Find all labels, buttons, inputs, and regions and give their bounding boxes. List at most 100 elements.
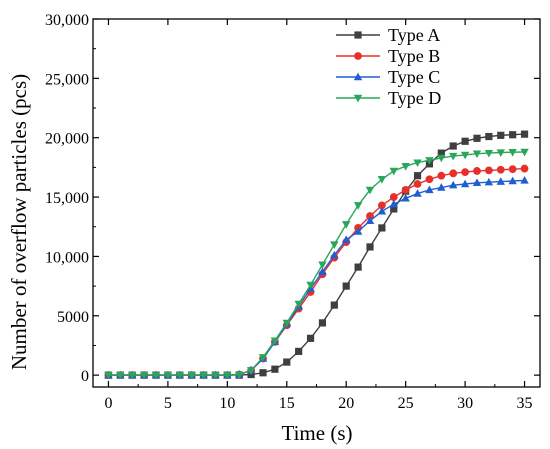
data-point [496, 177, 505, 185]
data-point [449, 152, 458, 161]
data-point [354, 263, 362, 271]
data-point [295, 347, 303, 355]
data-point [389, 199, 398, 208]
data-point [330, 241, 339, 249]
data-point [342, 221, 351, 229]
data-point [377, 206, 387, 215]
series-layer [104, 130, 529, 380]
data-point [270, 337, 280, 346]
data-point [223, 371, 232, 380]
data-point [473, 134, 481, 142]
y-tick-label: 5000 [57, 309, 89, 326]
data-point [389, 193, 398, 201]
data-point [318, 261, 327, 270]
data-point [437, 149, 445, 157]
data-point [425, 157, 434, 165]
x-tick-label: 30 [457, 395, 473, 412]
y-tick-label: 15,000 [45, 190, 89, 207]
data-point [139, 371, 149, 380]
data-point [342, 282, 350, 290]
x-tick-label: 10 [219, 395, 235, 412]
series-type-d [104, 148, 529, 380]
legend-marker [353, 72, 363, 81]
y-tick-label: 10,000 [45, 249, 89, 266]
data-point [306, 281, 315, 290]
data-point [199, 371, 208, 380]
axes: 0 5 10 15 20 25 30 35 0 5000 10,000 15,000 20,000 25,… [45, 12, 541, 412]
data-point [353, 227, 363, 235]
data-point [484, 149, 494, 158]
data-point [520, 130, 529, 138]
data-point [330, 250, 339, 259]
data-point [413, 180, 422, 188]
data-point [342, 235, 351, 243]
data-point [496, 165, 505, 174]
legend-marker [353, 94, 363, 103]
data-point [413, 159, 422, 168]
data-point [449, 169, 458, 178]
legend-label: Type A [388, 25, 440, 45]
x-tick-label: 20 [338, 395, 354, 412]
data-point [437, 154, 446, 163]
data-point [520, 164, 529, 173]
x-tick-label: 0 [104, 395, 112, 412]
data-point [520, 148, 529, 157]
legend-marker [354, 31, 362, 39]
data-point [187, 371, 196, 380]
legend-item: Type C [336, 67, 440, 87]
data-point [211, 371, 220, 380]
data-point [485, 132, 493, 141]
data-point [294, 300, 303, 309]
data-point [246, 367, 256, 375]
data-point [365, 216, 375, 225]
data-point [163, 371, 173, 380]
data-point [353, 202, 363, 210]
data-point [259, 369, 267, 377]
data-point [390, 205, 398, 213]
data-point [473, 167, 481, 175]
data-point [389, 167, 398, 176]
data-point [330, 301, 338, 309]
data-point [520, 176, 529, 184]
data-point [437, 183, 446, 191]
data-point [460, 179, 470, 188]
data-point [437, 171, 446, 180]
legend-item: Type D [336, 88, 441, 108]
data-point [413, 172, 422, 180]
legend-item: Type A [336, 25, 440, 45]
data-point [365, 186, 375, 195]
data-point [104, 371, 113, 380]
x-tick-label: 15 [279, 395, 295, 412]
legend-label: Type D [388, 88, 441, 108]
legend-marker [354, 52, 362, 60]
data-point [472, 178, 482, 187]
data-point [508, 148, 517, 157]
x-axis-title: Time (s) [282, 421, 353, 445]
data-point [413, 189, 422, 197]
data-point [497, 131, 505, 139]
x-tick-label: 5 [164, 395, 172, 412]
data-point [151, 371, 161, 380]
data-point [508, 176, 517, 185]
y-tick-label: 25,000 [45, 71, 89, 88]
x-tick-label: 25 [398, 395, 414, 412]
data-point [258, 354, 268, 362]
data-point [461, 168, 470, 177]
data-point [378, 224, 386, 232]
data-point [449, 142, 457, 150]
x-tick-label: 35 [517, 395, 533, 412]
data-point [128, 371, 137, 380]
data-point [377, 201, 386, 210]
data-point [366, 243, 374, 251]
data-point [461, 137, 469, 145]
data-point [318, 267, 327, 276]
data-point [425, 175, 434, 184]
data-point [366, 212, 374, 220]
legend-item: Type B [336, 46, 440, 66]
legend-label: Type B [388, 46, 440, 66]
data-point [401, 163, 410, 171]
